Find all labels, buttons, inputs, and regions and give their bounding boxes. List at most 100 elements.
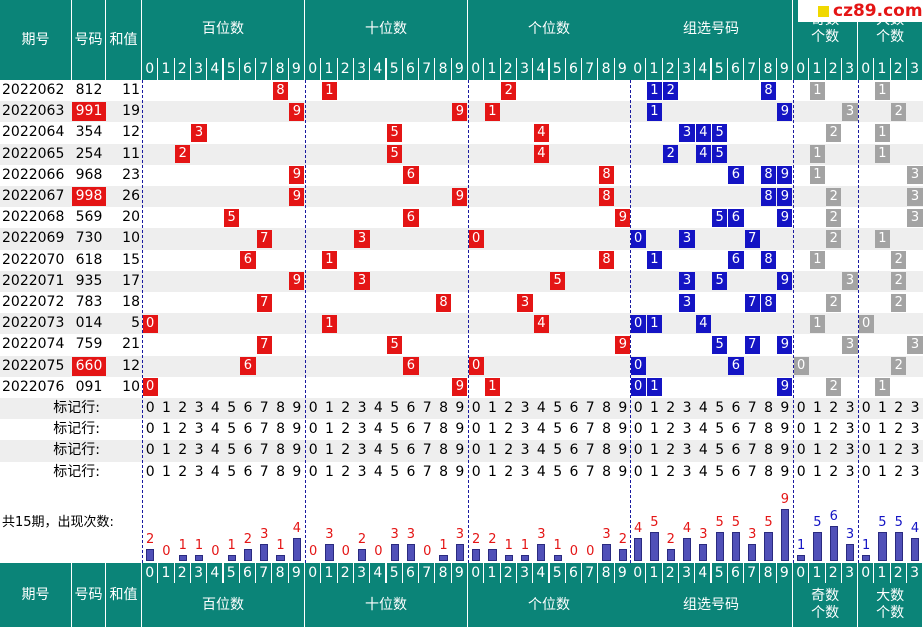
marker-digit[interactable]: 4: [210, 463, 220, 480]
marker-digit[interactable]: 7: [259, 400, 269, 416]
marker-digit[interactable]: 0: [308, 463, 318, 480]
marker-digit[interactable]: 1: [812, 442, 822, 459]
marker-digit[interactable]: 0: [308, 442, 318, 459]
marker-digit[interactable]: 1: [649, 442, 659, 459]
marker-digit[interactable]: 4: [210, 442, 220, 459]
marker-digit[interactable]: 4: [536, 463, 546, 480]
marker-digit[interactable]: 7: [585, 463, 595, 480]
marker-digit[interactable]: 9: [292, 442, 302, 459]
marker-digit[interactable]: 1: [161, 421, 171, 438]
marker-digit[interactable]: 2: [504, 400, 514, 416]
marker-digit[interactable]: 3: [845, 421, 855, 438]
marker-digit[interactable]: 8: [602, 463, 611, 480]
marker-digit[interactable]: 5: [715, 421, 725, 438]
marker-digit[interactable]: 3: [520, 400, 530, 416]
marker-digit[interactable]: 8: [439, 463, 448, 480]
marker-digit[interactable]: 8: [276, 400, 285, 416]
marker-digit[interactable]: 4: [698, 442, 708, 459]
marker-digit[interactable]: 3: [194, 442, 204, 459]
marker-digit[interactable]: 0: [145, 421, 155, 438]
marker-digit[interactable]: 1: [877, 421, 887, 438]
marker-digit[interactable]: 9: [292, 400, 302, 416]
marker-digit[interactable]: 2: [666, 421, 676, 438]
marker-digit[interactable]: 8: [276, 463, 285, 480]
marker-digit[interactable]: 7: [422, 421, 432, 438]
marker-digit[interactable]: 6: [406, 463, 416, 480]
marker-digit[interactable]: 1: [877, 400, 887, 416]
marker-digit[interactable]: 2: [341, 463, 351, 480]
marker-digit[interactable]: 7: [422, 442, 432, 459]
marker-digit[interactable]: 5: [227, 400, 237, 416]
marker-digit[interactable]: 3: [910, 400, 920, 416]
marker-digit[interactable]: 0: [861, 421, 871, 438]
marker-digit[interactable]: 5: [715, 400, 725, 416]
marker-digit[interactable]: 5: [553, 442, 563, 459]
marker-digit[interactable]: 0: [633, 421, 643, 438]
marker-digit[interactable]: 9: [780, 400, 790, 416]
marker-digit[interactable]: 7: [747, 463, 757, 480]
marker-digit[interactable]: 1: [324, 400, 334, 416]
marker-digit[interactable]: 3: [357, 400, 367, 416]
marker-digit[interactable]: 3: [845, 442, 855, 459]
marker-digit[interactable]: 9: [455, 463, 465, 480]
marker-digit[interactable]: 4: [698, 421, 708, 438]
marker-digit[interactable]: 3: [520, 421, 530, 438]
marker-digit[interactable]: 0: [471, 400, 481, 416]
marker-digit[interactable]: 0: [633, 463, 643, 480]
marker-digit[interactable]: 8: [764, 463, 773, 480]
marker-digit[interactable]: 1: [812, 463, 822, 480]
marker-digit[interactable]: 0: [145, 442, 155, 459]
marker-digit[interactable]: 0: [471, 463, 481, 480]
marker-digit[interactable]: 0: [796, 442, 806, 459]
marker-digit[interactable]: 9: [618, 463, 628, 480]
marker-digit[interactable]: 3: [520, 463, 530, 480]
marker-digit[interactable]: 2: [829, 400, 839, 416]
marker-digit[interactable]: 9: [780, 442, 790, 459]
marker-digit[interactable]: 1: [487, 463, 497, 480]
marker-digit[interactable]: 1: [161, 463, 171, 480]
marker-digit[interactable]: 0: [308, 421, 318, 438]
marker-digit[interactable]: 5: [227, 421, 237, 438]
marker-digit[interactable]: 2: [829, 463, 839, 480]
marker-digit[interactable]: 4: [373, 421, 383, 438]
marker-digit[interactable]: 2: [666, 400, 676, 416]
marker-digit[interactable]: 7: [585, 442, 595, 459]
marker-digit[interactable]: 9: [618, 421, 628, 438]
marker-digit[interactable]: 0: [633, 442, 643, 459]
marker-digit[interactable]: 2: [894, 463, 904, 480]
marker-digit[interactable]: 3: [910, 463, 920, 480]
marker-digit[interactable]: 4: [373, 442, 383, 459]
marker-digit[interactable]: 7: [422, 400, 432, 416]
marker-digit[interactable]: 3: [520, 442, 530, 459]
marker-digit[interactable]: 5: [390, 421, 400, 438]
marker-digit[interactable]: 5: [390, 400, 400, 416]
marker-digit[interactable]: 5: [227, 442, 237, 459]
marker-digit[interactable]: 2: [178, 400, 188, 416]
marker-digit[interactable]: 1: [487, 421, 497, 438]
marker-digit[interactable]: 0: [796, 400, 806, 416]
marker-digit[interactable]: 2: [829, 421, 839, 438]
marker-digit[interactable]: 8: [439, 421, 448, 438]
marker-digit[interactable]: 7: [259, 463, 269, 480]
marker-digit[interactable]: 1: [812, 421, 822, 438]
marker-digit[interactable]: 1: [649, 421, 659, 438]
marker-digit[interactable]: 8: [764, 400, 773, 416]
marker-digit[interactable]: 2: [894, 400, 904, 416]
marker-digit[interactable]: 0: [471, 421, 481, 438]
marker-digit[interactable]: 1: [877, 463, 887, 480]
marker-digit[interactable]: 6: [243, 442, 253, 459]
marker-digit[interactable]: 3: [910, 421, 920, 438]
marker-digit[interactable]: 3: [682, 421, 692, 438]
marker-digit[interactable]: 1: [487, 442, 497, 459]
marker-digit[interactable]: 4: [210, 400, 220, 416]
marker-digit[interactable]: 6: [569, 400, 579, 416]
marker-digit[interactable]: 6: [731, 400, 741, 416]
marker-digit[interactable]: 3: [910, 442, 920, 459]
marker-digit[interactable]: 0: [861, 442, 871, 459]
marker-digit[interactable]: 1: [161, 442, 171, 459]
marker-digit[interactable]: 3: [357, 463, 367, 480]
marker-digit[interactable]: 5: [553, 400, 563, 416]
marker-digit[interactable]: 0: [633, 400, 643, 416]
marker-digit[interactable]: 3: [682, 442, 692, 459]
marker-digit[interactable]: 8: [602, 421, 611, 438]
